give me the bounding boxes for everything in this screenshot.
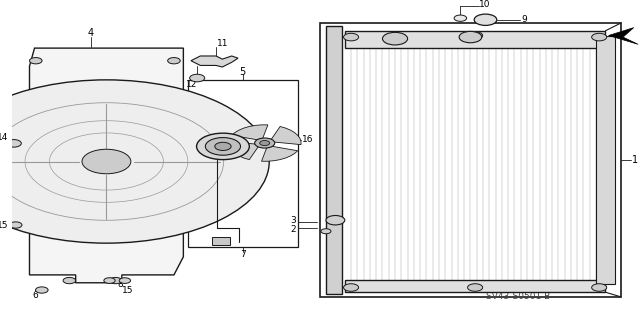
Circle shape	[260, 141, 269, 145]
Circle shape	[196, 133, 250, 160]
Circle shape	[189, 74, 205, 82]
Circle shape	[326, 216, 345, 225]
Circle shape	[6, 140, 21, 147]
Circle shape	[468, 284, 483, 291]
Text: SV43-S0501 B: SV43-S0501 B	[486, 292, 550, 301]
Circle shape	[10, 222, 22, 228]
Circle shape	[82, 149, 131, 174]
Text: 15: 15	[0, 220, 8, 229]
Polygon shape	[271, 127, 301, 145]
Circle shape	[215, 142, 231, 151]
Text: 15: 15	[122, 286, 133, 294]
Bar	[345, 31, 605, 48]
Circle shape	[591, 33, 607, 41]
Text: 10: 10	[479, 0, 491, 9]
Circle shape	[29, 57, 42, 64]
Circle shape	[104, 278, 115, 283]
Circle shape	[255, 138, 275, 148]
Circle shape	[591, 284, 607, 291]
Bar	[188, 80, 298, 247]
Circle shape	[474, 14, 497, 26]
Polygon shape	[228, 141, 259, 160]
Circle shape	[205, 137, 241, 155]
Text: 2: 2	[290, 225, 296, 234]
Circle shape	[344, 284, 358, 291]
Text: 12: 12	[186, 80, 197, 89]
Circle shape	[63, 278, 76, 284]
Polygon shape	[262, 146, 298, 161]
Text: 4: 4	[88, 28, 94, 38]
Circle shape	[0, 80, 269, 243]
Polygon shape	[29, 48, 184, 283]
Bar	[319, 23, 621, 297]
Polygon shape	[191, 56, 238, 67]
Text: 8: 8	[117, 280, 123, 289]
Circle shape	[459, 31, 482, 43]
Circle shape	[468, 32, 483, 39]
Bar	[212, 237, 230, 245]
Circle shape	[454, 15, 467, 21]
Text: 9: 9	[522, 15, 527, 24]
Polygon shape	[232, 125, 268, 140]
Circle shape	[344, 33, 358, 41]
Text: 1: 1	[632, 155, 638, 165]
Text: 14: 14	[0, 133, 8, 142]
Text: 3: 3	[290, 216, 296, 225]
Circle shape	[168, 57, 180, 64]
Circle shape	[383, 32, 408, 45]
Circle shape	[321, 229, 331, 234]
Text: 16: 16	[302, 135, 314, 145]
Bar	[326, 26, 342, 294]
Circle shape	[119, 278, 131, 283]
Text: 6: 6	[33, 291, 38, 300]
Bar	[596, 35, 615, 284]
Text: 7: 7	[240, 250, 246, 259]
Text: 5: 5	[239, 67, 246, 77]
Circle shape	[36, 287, 48, 293]
Polygon shape	[609, 28, 638, 44]
Text: 13: 13	[175, 121, 187, 130]
Text: 11: 11	[218, 39, 228, 48]
Text: FR.: FR.	[587, 34, 607, 44]
Circle shape	[109, 278, 122, 284]
Bar	[345, 280, 605, 292]
